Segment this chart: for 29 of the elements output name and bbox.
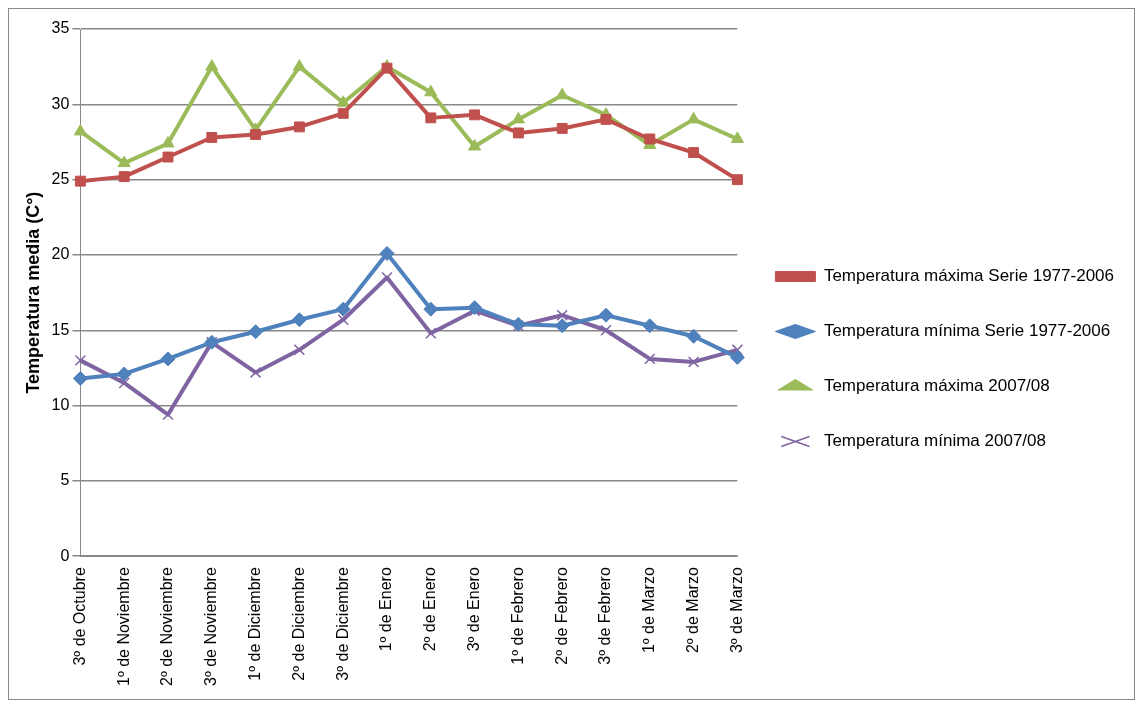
x-tick-label: 1º de Noviembre — [114, 567, 132, 687]
x-tick-label: 3º de Noviembre — [202, 567, 220, 687]
x-tick-label: 3º de Enero — [465, 567, 483, 652]
x-tick-label: 2º de Enero — [421, 567, 439, 652]
x-tick-label: 3º de Marzo — [727, 567, 745, 654]
legend-label: Temperatura máxima Serie 1977-2006 — [823, 266, 1115, 286]
y-tick-label: 5 — [60, 471, 70, 489]
x-tick-label: 2º de Marzo — [684, 567, 702, 654]
y-tick-label: 30 — [51, 94, 70, 112]
x-tick-label: 1º de Febrero — [508, 567, 526, 665]
y-tick-label: 35 — [51, 19, 70, 37]
x-tick-label: 1º de Marzo — [640, 567, 658, 654]
x-tick-label: 2º de Febrero — [552, 567, 570, 665]
x-tick-label: 1º de Enero — [377, 567, 395, 652]
y-tick-label: 0 — [60, 546, 70, 564]
x-tick-label: 3º de Diciembre — [333, 567, 351, 681]
legend-label: Temperatura mínima Serie 1977-2006 — [823, 321, 1111, 341]
x-tick-label: 3º de Febrero — [596, 567, 614, 665]
legend-label: Temperatura mínima 2007/08 — [823, 431, 1046, 451]
y-tick-label: 10 — [51, 395, 70, 413]
y-tick-label: 25 — [51, 170, 70, 188]
x-tick-label: 1º de Diciembre — [246, 567, 264, 681]
y-tick-label: 20 — [51, 245, 70, 263]
legend-label: Temperatura máxima 2007/08 — [823, 376, 1050, 396]
y-tick-label: 15 — [51, 320, 70, 338]
y-axis-title: Temperatura media (C°) — [22, 191, 43, 394]
x-tick-label: 2º de Diciembre — [289, 567, 307, 681]
x-tick-label: 2º de Noviembre — [158, 567, 176, 687]
x-tick-label: 3º de Octubre — [70, 567, 88, 666]
